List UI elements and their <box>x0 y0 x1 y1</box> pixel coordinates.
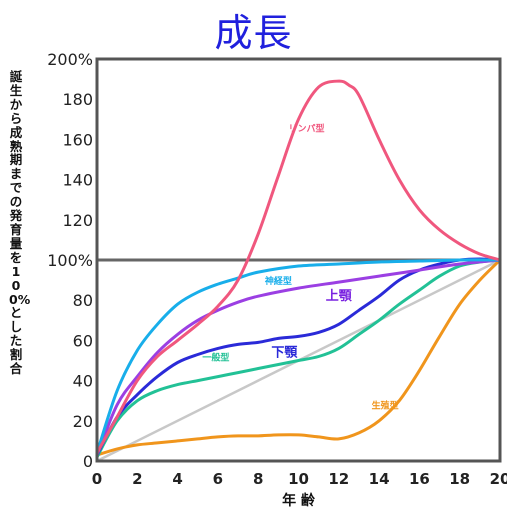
tick-layer: 0 20 40 60 80 100% 120 140 160 180 200% 0 2 4 6 8 10 12 14… <box>47 50 507 488</box>
x-tick-label: 14 <box>369 470 390 488</box>
y-tick-label: 40 <box>73 372 93 391</box>
y-tick-label: 80 <box>73 291 93 310</box>
x-tick-label: 6 <box>213 470 223 488</box>
x-tick-label: 2 <box>132 470 142 488</box>
series-label-生殖型: 生殖型 <box>372 400 399 412</box>
series-line-リンパ型 <box>95 79 502 455</box>
series-layer <box>95 79 502 463</box>
chart-title: 成長 <box>214 11 293 55</box>
series-line-生殖型 <box>95 258 502 457</box>
x-tick-label: 16 <box>409 470 430 488</box>
x-tick-label: 12 <box>328 470 349 488</box>
series-line-上顎 <box>95 258 502 457</box>
x-axis-label: 年 齢 <box>282 492 316 509</box>
x-tick-label: 0 <box>92 470 102 488</box>
x-tick-label: 20 <box>490 470 507 488</box>
plot-frame <box>95 57 502 463</box>
y-tick-label: 140 <box>62 171 93 190</box>
y-tick-label: 160 <box>62 130 93 149</box>
series-line-下顎 <box>95 257 502 457</box>
series-label-下顎: 下顎 <box>271 345 298 360</box>
series-label-神経型: 神経型 <box>265 275 292 287</box>
y-tick-label: 120 <box>62 211 93 230</box>
x-tick-label: 4 <box>172 470 182 488</box>
y-tick-label: 100% <box>47 251 93 270</box>
y-tick-label: 0 <box>83 452 93 471</box>
x-tick-label: 18 <box>449 470 470 488</box>
y-tick-label: 20 <box>73 412 93 431</box>
x-tick-label: 8 <box>253 470 263 488</box>
y-tick-label: 180 <box>62 90 93 109</box>
series-label-上顎: 上顎 <box>326 289 353 304</box>
x-tick-label: 10 <box>288 470 309 488</box>
y-tick-label: 200% <box>47 50 93 69</box>
series-line-一般型 <box>95 258 502 459</box>
y-axis-label: 誕生から成熟期までの発育量を100%とした割合 <box>9 69 31 377</box>
series-label-一般型: 一般型 <box>202 352 229 364</box>
y-tick-label: 60 <box>73 331 93 350</box>
series-label-リンパ型: リンパ型 <box>289 122 325 134</box>
